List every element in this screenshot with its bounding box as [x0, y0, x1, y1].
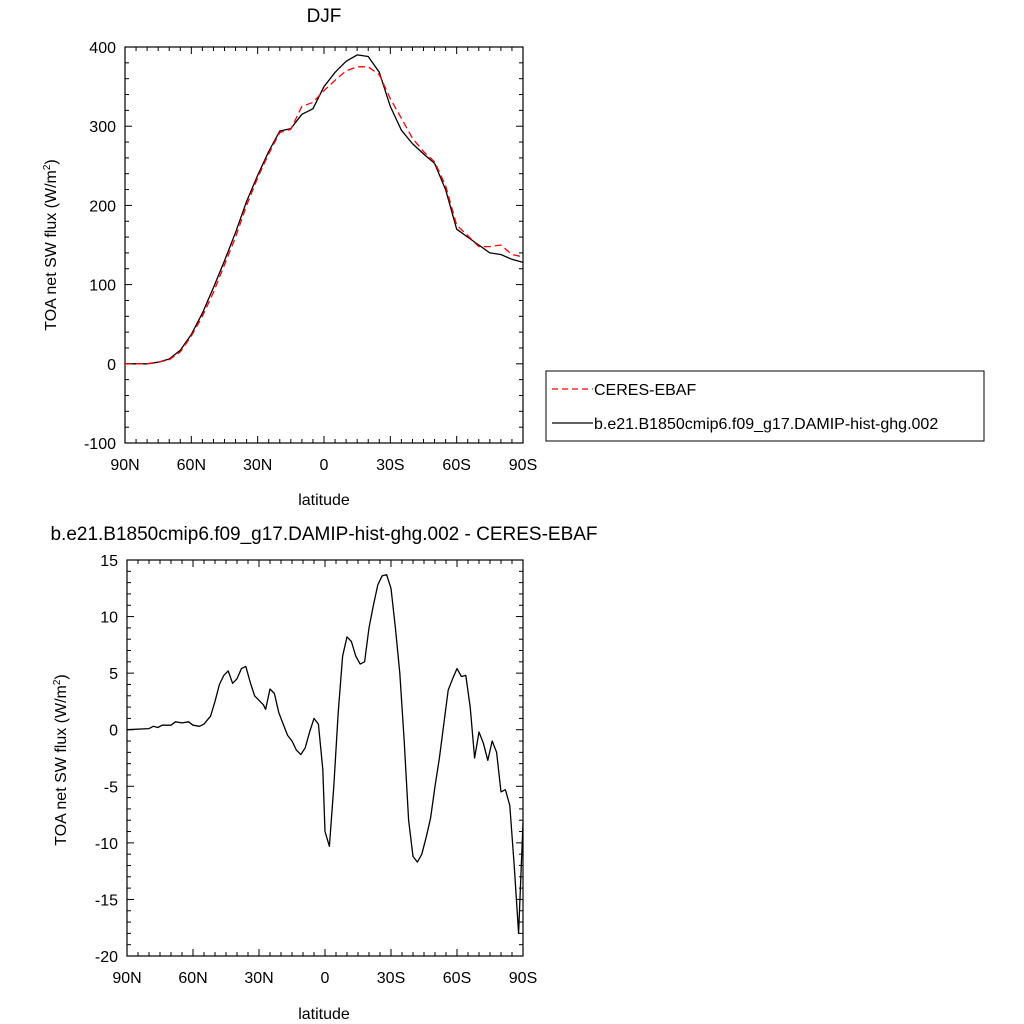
- top-x-tick-label: 30S: [376, 457, 404, 474]
- top-x-tick-label: 0: [320, 457, 329, 474]
- legend: CERES-EBAF b.e21.B1850cmip6.f09_g17.DAMI…: [545, 370, 985, 442]
- top-y-tick-label: 100: [89, 278, 116, 295]
- top-x-tick-label: 60N: [177, 457, 206, 474]
- bottom-y-tick-label: 10: [100, 610, 118, 627]
- bottom-x-tick-label: 30N: [244, 970, 273, 987]
- bottom-plot-area: 90N 60N 30N 0 30S 60S 90S -20 -15 -10 -5 0 5 10 15: [95, 553, 537, 987]
- top-x-tick-label: 60S: [442, 457, 470, 474]
- bottom-x-tick-label: 90N: [112, 970, 141, 987]
- legend-box: [545, 370, 985, 442]
- top-series-line-1: [125, 66, 524, 365]
- top-y-tick-label: 0: [107, 357, 116, 374]
- top-x-tick-label: 90S: [509, 457, 537, 474]
- top-plot-area: 90N 60N 30N 0 30S 60S 90S -100 0 100 200 300 400: [84, 40, 537, 474]
- bottom-x-tick-label: 30S: [377, 970, 405, 987]
- top-y-tick-label: 300: [89, 119, 116, 136]
- bottom-x-tick-label: 90S: [509, 970, 537, 987]
- top-x-tick-label: 30N: [243, 457, 272, 474]
- top-y-tick-label: -100: [84, 436, 116, 453]
- top-y-tick-label: 200: [89, 198, 116, 215]
- bottom-y-tick-label: 0: [109, 723, 118, 740]
- bottom-y-tick-label: -15: [95, 892, 118, 909]
- bottom-panel: b.e21.B1850cmip6.f09_g17.DAMIP-hist-ghg.…: [50, 524, 597, 1023]
- bottom-chart-title: b.e21.B1850cmip6.f09_g17.DAMIP-hist-ghg.…: [50, 524, 597, 545]
- bottom-series-line-1: [126, 574, 524, 935]
- top-x-tick-label: 90N: [110, 457, 139, 474]
- top-plot-frame: [124, 46, 524, 444]
- bottom-y-tick-label: 15: [100, 553, 118, 570]
- bottom-x-tick-label: 0: [321, 970, 330, 987]
- top-x-axis-label: latitude: [298, 492, 350, 509]
- bottom-y-tick-label: -5: [104, 779, 118, 796]
- top-panel: DJF 90N 60N 30N 0 30S 60S 90S -100 0 100 200 300 400…: [42, 6, 537, 509]
- top-y-axis-label: TOA net SW flux (W/m2): [42, 159, 60, 331]
- bottom-y-tick-label: -10: [95, 836, 118, 853]
- top-series-line-2: [125, 54, 524, 365]
- bottom-y-tick-label: -20: [95, 949, 118, 966]
- legend-label-ceres: CERES-EBAF: [594, 382, 696, 399]
- bottom-x-axis-label: latitude: [298, 1006, 350, 1023]
- top-chart-title: DJF: [307, 6, 342, 27]
- bottom-plot-frame: [126, 559, 524, 957]
- bottom-y-axis-label: TOA net SW flux (W/m2): [52, 674, 70, 846]
- bottom-y-tick-label: 5: [109, 666, 118, 683]
- legend-label-model: b.e21.B1850cmip6.f09_g17.DAMIP-hist-ghg.…: [594, 416, 938, 433]
- bottom-x-tick-label: 60N: [178, 970, 207, 987]
- top-y-tick-label: 400: [89, 40, 116, 57]
- bottom-x-tick-label: 60S: [443, 970, 471, 987]
